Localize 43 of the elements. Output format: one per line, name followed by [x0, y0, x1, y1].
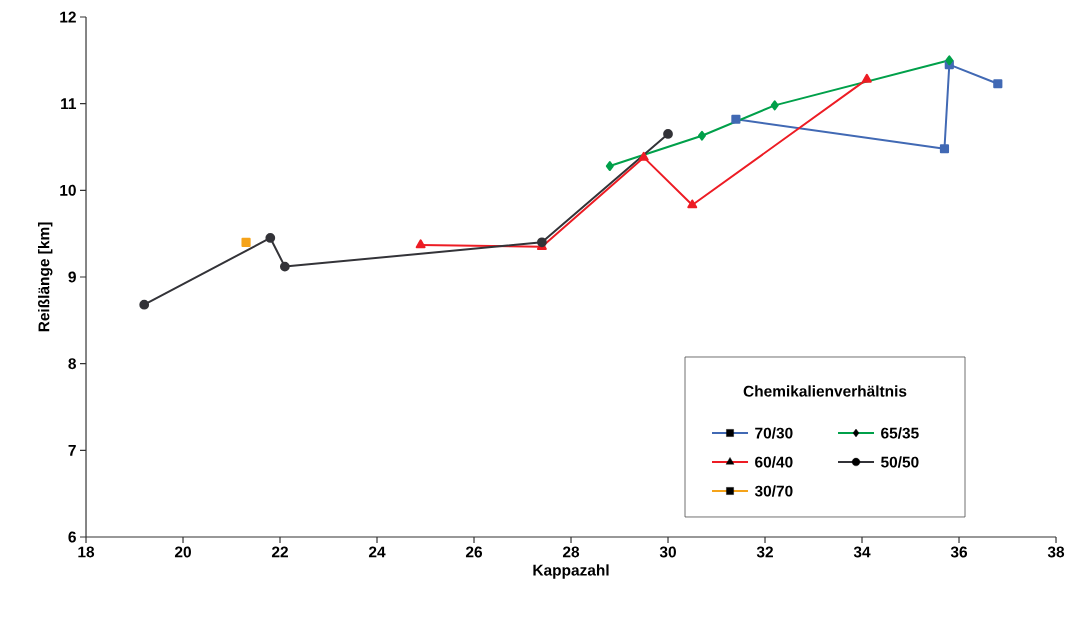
x-tick-label: 32	[756, 546, 773, 558]
point	[415, 239, 426, 249]
point	[939, 144, 950, 154]
x-tick-label: 34	[853, 546, 871, 558]
y-tick-label: 7	[68, 445, 76, 456]
point	[993, 79, 1003, 89]
point	[537, 237, 547, 248]
legend-title: Chemikalienverhältnis	[743, 385, 907, 397]
x-tick-label: 24	[368, 546, 386, 558]
point	[605, 161, 614, 172]
point	[945, 55, 954, 66]
x-tick-label: 20	[174, 546, 191, 558]
x-tick-label: 30	[659, 546, 676, 558]
point	[663, 129, 673, 139]
x-tick-label: 38	[1047, 546, 1065, 558]
x-axis-title: Kappazahl	[533, 564, 609, 579]
point	[265, 233, 276, 243]
point	[770, 100, 779, 111]
y-tick-label: 11	[61, 98, 77, 109]
point	[697, 130, 706, 141]
legend-label: 50/50	[881, 456, 919, 468]
y-tick-label: 10	[60, 184, 76, 196]
y-axis-title: Reißlänge [km]	[38, 222, 53, 332]
point	[241, 237, 251, 247]
x-tick-label: 22	[271, 546, 288, 558]
point	[139, 299, 150, 310]
point	[638, 151, 649, 161]
y-tick-label: 12	[60, 11, 76, 23]
x-tick-label: 28	[562, 546, 580, 558]
y-tick-label: 8	[68, 358, 77, 370]
x-tick-label: 36	[950, 546, 968, 558]
y-tick-label: 9	[68, 271, 76, 283]
point	[279, 261, 290, 272]
point	[861, 73, 872, 83]
legend-label: 30/70	[754, 485, 793, 497]
x-tick-label: 26	[465, 546, 483, 558]
point	[731, 114, 741, 124]
legend-label: 65/35	[881, 427, 919, 439]
legend-label: 70/30	[755, 427, 793, 439]
point	[687, 199, 698, 209]
legend-label: 60/40	[755, 456, 793, 468]
y-tick-label: 6	[68, 531, 76, 543]
x-tick-label: 18	[78, 546, 95, 558]
